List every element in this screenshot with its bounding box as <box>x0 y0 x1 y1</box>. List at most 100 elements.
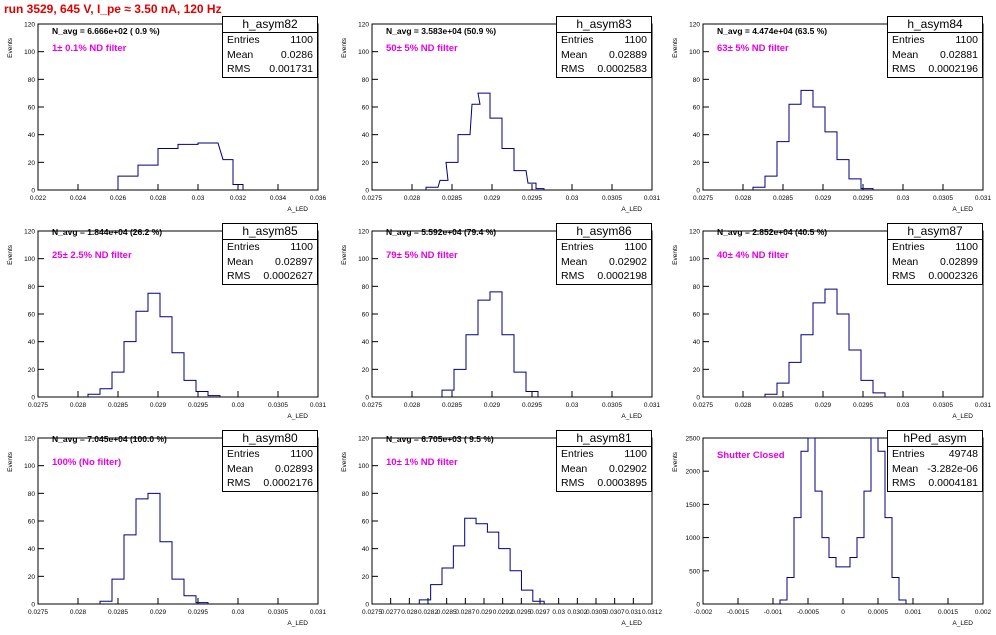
x-tick-label: 0.0015 <box>938 609 958 616</box>
x-tick-label: 0.029 <box>815 402 832 409</box>
y-tick-label: 100 <box>358 256 369 263</box>
y-tick-label: 20 <box>28 160 36 167</box>
stats-value: 1100 <box>290 447 313 462</box>
x-tick-label: 0.031 <box>625 609 642 616</box>
histogram-name: h_asym80 <box>223 431 317 447</box>
x-tick-label: 0.03 <box>897 195 910 202</box>
x-tick-label: 0.001 <box>905 609 922 616</box>
stats-value: 0.0004181 <box>928 476 978 491</box>
stats-value: 0.02881 <box>940 48 978 63</box>
y-tick-label: 2500 <box>686 436 701 443</box>
stats-label: RMS <box>892 62 915 77</box>
x-tick-label: 0.0295 <box>511 609 531 616</box>
x-tick-label: 0.0287 <box>455 609 475 616</box>
y-axis-label: Events <box>672 244 679 265</box>
stats-value: 0.0002583 <box>597 62 647 77</box>
x-axis-label: A_LED <box>952 620 973 627</box>
x-tick-label: 0.0302 <box>567 609 587 616</box>
histogram-series <box>426 93 544 190</box>
y-tick-label: 60 <box>693 105 701 112</box>
stats-value: 0.0002176 <box>263 476 313 491</box>
y-tick-label: 60 <box>362 312 370 319</box>
x-tick-label: 0.0275 <box>362 609 382 616</box>
x-tick-label: 0.024 <box>70 195 87 202</box>
y-tick-label: 100 <box>24 463 35 470</box>
x-tick-label: 0.0275 <box>28 402 48 409</box>
x-tick-label: 0.0305 <box>933 402 953 409</box>
y-tick-label: 120 <box>689 229 700 236</box>
x-axis-label: A_LED <box>287 620 308 627</box>
y-tick-label: 120 <box>689 22 700 29</box>
x-axis-label: A_LED <box>952 413 973 420</box>
histogram-series <box>753 90 873 190</box>
x-axis-label: A_LED <box>621 206 642 213</box>
n-avg-annotation: N_avg = 6.666e+02 ( 0.9 %) <box>52 26 160 36</box>
x-tick-label: 0.03 <box>897 402 910 409</box>
x-tick-label: 0.031 <box>310 609 327 616</box>
x-tick-label: 0.028 <box>70 402 87 409</box>
stats-label: Mean <box>892 48 918 63</box>
y-tick-label: 100 <box>24 256 35 263</box>
stats-label: Mean <box>227 255 253 270</box>
x-tick-label: 0.031 <box>975 195 992 202</box>
y-tick-label: 80 <box>28 77 36 84</box>
x-tick-label: 0.028 <box>404 402 421 409</box>
x-tick-label: -0.001 <box>764 609 783 616</box>
y-tick-label: 0 <box>31 188 35 195</box>
histogram-name: h_asym82 <box>223 17 317 33</box>
x-tick-label: 0.034 <box>270 195 287 202</box>
filter-annotation: 50± 5% ND filter <box>386 43 458 54</box>
y-tick-label: 120 <box>24 229 35 236</box>
y-axis-label: Events <box>341 451 348 472</box>
y-tick-label: 40 <box>362 132 370 139</box>
histogram-series <box>442 292 538 397</box>
histogram-name: h_asym83 <box>557 17 651 33</box>
filter-annotation: 25± 2.5% ND filter <box>52 250 132 261</box>
x-tick-label: 0.0312 <box>642 609 662 616</box>
x-tick-label: 0.0305 <box>268 402 288 409</box>
x-tick-label: 0.0295 <box>188 402 208 409</box>
x-tick-label: 0.0297 <box>530 609 550 616</box>
stats-label: Entries <box>227 447 260 462</box>
y-tick-label: 120 <box>358 436 369 443</box>
y-axis-label: Events <box>7 244 14 265</box>
filter-annotation: Shutter Closed <box>717 450 785 461</box>
stats-value: 0.0002198 <box>597 269 647 284</box>
x-axis-label: A_LED <box>621 413 642 420</box>
y-tick-label: 80 <box>693 284 701 291</box>
filter-annotation: 79± 5% ND filter <box>386 250 458 261</box>
x-tick-label: 0.0295 <box>188 609 208 616</box>
y-tick-label: 80 <box>362 491 370 498</box>
x-tick-label: 0.028 <box>735 402 752 409</box>
histogram-series <box>88 293 220 397</box>
page-title: run 3529, 645 V, I_pe ≈ 3.50 nA, 120 Hz <box>4 2 222 16</box>
y-tick-label: 0 <box>365 602 369 609</box>
stats-label: Mean <box>227 48 253 63</box>
x-tick-label: 0.0305 <box>602 402 622 409</box>
y-tick-label: 2000 <box>686 469 701 476</box>
y-tick-label: 60 <box>362 105 370 112</box>
x-tick-label: 0.029 <box>484 195 501 202</box>
y-tick-label: 1500 <box>686 502 701 509</box>
y-tick-label: 80 <box>28 491 36 498</box>
x-tick-label: 0.022 <box>30 195 47 202</box>
x-tick-label: 0.0305 <box>602 195 622 202</box>
histogram-name: h_asym87 <box>888 224 982 240</box>
x-tick-label: 0.029 <box>476 609 493 616</box>
filter-annotation: 1± 0.1% ND filter <box>52 43 126 54</box>
